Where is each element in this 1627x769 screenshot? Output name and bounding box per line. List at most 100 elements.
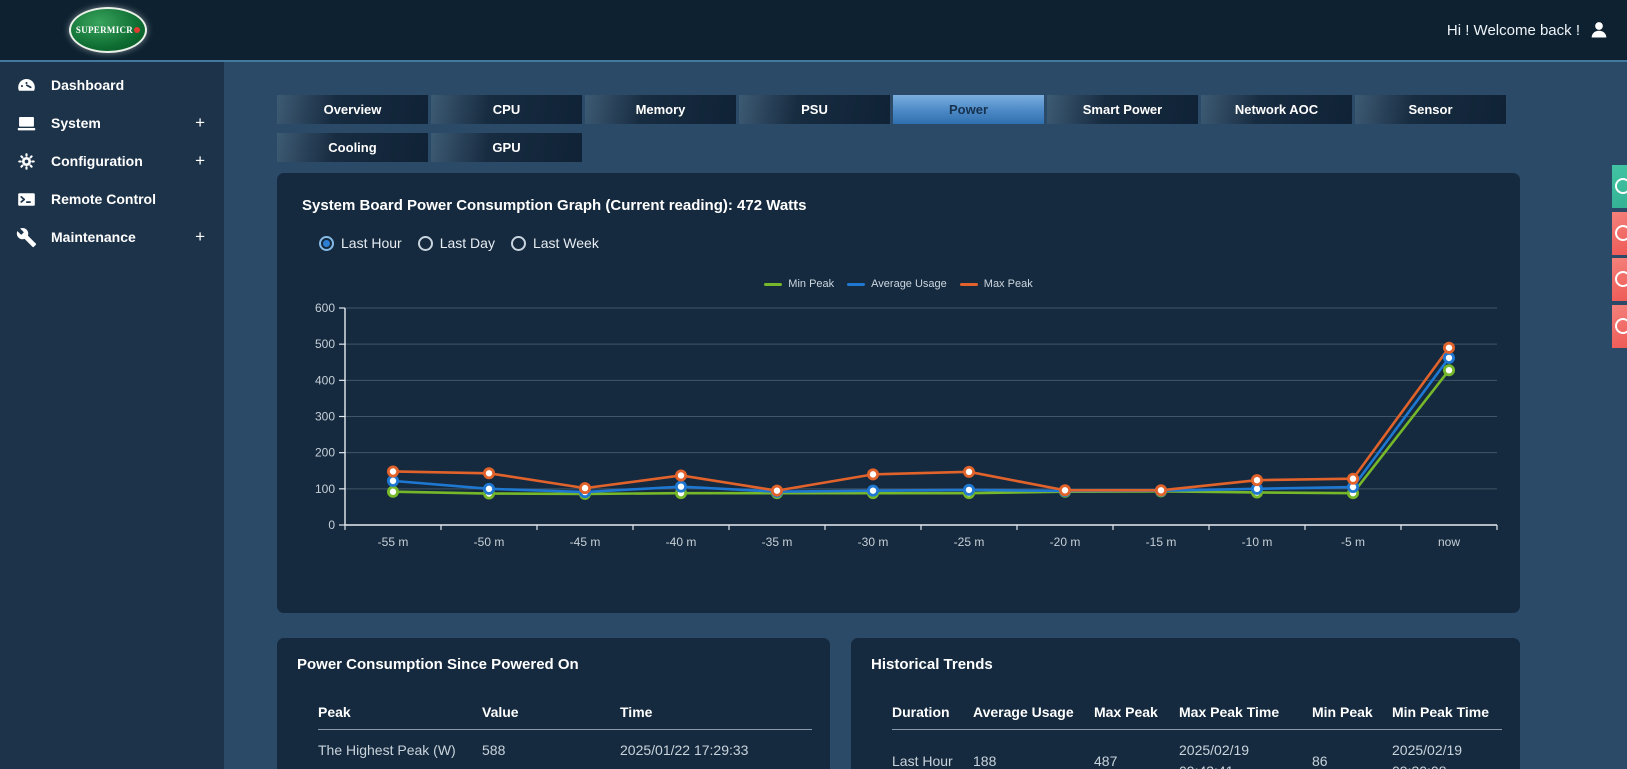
user-icon[interactable] xyxy=(1589,20,1609,40)
sidebar-item-system[interactable]: System + xyxy=(0,104,224,142)
time-range-radio-last-hour[interactable]: Last Hour xyxy=(319,235,402,251)
sidebar-item-label: Remote Control xyxy=(51,191,156,207)
side-action-3-button[interactable] xyxy=(1612,258,1627,301)
svg-text:-30 m: -30 m xyxy=(858,535,889,549)
main-content: Overview CPU Memory PSU Power Smart Power Netw… xyxy=(224,62,1627,769)
radio-label: Last Week xyxy=(532,235,599,251)
circle-icon xyxy=(1615,271,1627,287)
radio-icon[interactable] xyxy=(417,235,433,251)
expand-plus-icon[interactable]: + xyxy=(195,113,205,132)
tab-overview[interactable]: Overview xyxy=(277,95,428,124)
table-cell: 588 xyxy=(482,742,506,758)
table-row: The Highest Peak (W) 588 2025/01/22 17:29:… xyxy=(318,730,812,761)
time-range-radio-last-week[interactable]: Last Week xyxy=(510,235,599,251)
logo-red-dot xyxy=(134,27,141,33)
time-range-radio-last-day[interactable]: Last Day xyxy=(417,235,495,251)
svg-text:0: 0 xyxy=(328,518,335,532)
sidebar-item-configuration[interactable]: Configuration + xyxy=(0,142,224,180)
column-header: Max Peak Time xyxy=(1179,704,1280,720)
sidebar-item-label: Configuration xyxy=(51,153,143,169)
column-header: Peak xyxy=(318,704,351,720)
tab-power[interactable]: Power xyxy=(893,95,1044,124)
table-cell: The Highest Peak (W) xyxy=(318,742,456,758)
svg-text:-15 m: -15 m xyxy=(1146,535,1177,549)
legend-label: Average Usage xyxy=(871,278,947,290)
legend-swatch xyxy=(764,282,783,286)
expand-plus-icon[interactable]: + xyxy=(195,151,205,170)
terminal-icon xyxy=(16,189,40,210)
svg-text:-55 m: -55 m xyxy=(378,535,409,549)
sidebar: Dashboard System + Configuration + Remote Con… xyxy=(0,62,224,769)
table-cell: 188 xyxy=(973,752,997,769)
power-graph-title: System Board Power Consumption Graph (Cu… xyxy=(302,197,807,214)
svg-text:100: 100 xyxy=(315,482,335,496)
time-range-radio-group: Last Hour Last Day Last Week xyxy=(319,235,599,251)
table-cell: 487 xyxy=(1094,752,1118,769)
column-header: Max Peak xyxy=(1094,704,1158,720)
table-cell: 2025/01/22 17:29:33 xyxy=(620,742,749,758)
tab-sensor[interactable]: Sensor xyxy=(1355,95,1506,124)
sidebar-item-dashboard[interactable]: Dashboard xyxy=(0,66,224,104)
sidebar-item-remote-control[interactable]: Remote Control xyxy=(0,180,224,218)
legend-item-max-peak: Max Peak xyxy=(959,278,1033,290)
since-powered-on-title: Power Consumption Since Powered On xyxy=(297,656,579,673)
svg-text:200: 200 xyxy=(315,446,335,460)
tab-memory[interactable]: Memory xyxy=(585,95,736,124)
sidebar-item-label: System xyxy=(51,115,101,131)
expand-plus-icon[interactable]: + xyxy=(195,227,205,246)
chart-legend: Min Peak Average Usage Max Peak xyxy=(277,278,1520,290)
column-header: Average Usage xyxy=(973,704,1074,720)
svg-text:-45 m: -45 m xyxy=(570,535,601,549)
gauge-icon xyxy=(16,75,40,96)
column-header: Min Peak xyxy=(1312,704,1373,720)
svg-text:-5 m: -5 m xyxy=(1341,535,1365,549)
supermicro-logo[interactable]: SUPERMICR xyxy=(69,7,147,53)
svg-text:500: 500 xyxy=(315,337,335,351)
tab-cpu[interactable]: CPU xyxy=(431,95,582,124)
power-graph-panel: System Board Power Consumption Graph (Cu… xyxy=(277,173,1520,613)
legend-swatch xyxy=(847,282,866,286)
radio-label: Last Hour xyxy=(341,235,402,251)
side-action-1-button[interactable] xyxy=(1612,165,1627,208)
radio-icon[interactable] xyxy=(510,235,526,251)
column-header: Min Peak Time xyxy=(1392,704,1490,720)
sidebar-item-label: Dashboard xyxy=(51,77,125,93)
historical-trends-title: Historical Trends xyxy=(871,656,993,673)
gear-icon xyxy=(16,151,40,172)
legend-item-average-usage: Average Usage xyxy=(847,278,947,290)
table-cell: 86 xyxy=(1312,752,1328,769)
welcome-text: Hi ! Welcome back ! xyxy=(1446,21,1580,39)
svg-text:-20 m: -20 m xyxy=(1050,535,1081,549)
column-header: Time xyxy=(620,704,653,720)
tab-psu[interactable]: PSU xyxy=(739,95,890,124)
sidebar-item-maintenance[interactable]: Maintenance + xyxy=(0,218,224,256)
svg-text:now: now xyxy=(1438,535,1460,549)
circle-icon xyxy=(1615,318,1627,334)
tab-smart-power[interactable]: Smart Power xyxy=(1047,95,1198,124)
column-header: Value xyxy=(482,704,519,720)
welcome-area: Hi ! Welcome back ! xyxy=(1447,0,1609,60)
logo-text: SUPERMICR xyxy=(75,25,134,35)
table-cell: Last Hour xyxy=(892,752,953,769)
historical-trends-table: Duration Average Usage Max Peak Max Peak Ti… xyxy=(892,704,1502,769)
tab-cooling[interactable]: Cooling xyxy=(277,133,428,162)
circle-icon xyxy=(1615,225,1627,241)
column-header: Duration xyxy=(892,704,950,720)
side-action-2-button[interactable] xyxy=(1612,212,1627,255)
radio-label: Last Day xyxy=(439,235,495,251)
svg-text:400: 400 xyxy=(315,373,335,387)
tab-bar-row1: Overview CPU Memory PSU Power Smart Power Netw… xyxy=(277,95,1506,124)
historical-trends-panel: Historical Trends Duration Average Usage M… xyxy=(851,638,1520,769)
tab-network-aoc[interactable]: Network AOC xyxy=(1201,95,1352,124)
side-action-4-button[interactable] xyxy=(1612,305,1627,348)
svg-text:-25 m: -25 m xyxy=(954,535,985,549)
legend-label: Max Peak xyxy=(983,278,1033,290)
table-cell: 2025/02/1909:30:08 xyxy=(1392,742,1463,769)
svg-text:300: 300 xyxy=(315,410,335,424)
table-cell: 2025/02/1909:43:41 xyxy=(1179,742,1250,769)
legend-swatch xyxy=(959,282,978,286)
radio-icon[interactable] xyxy=(319,235,334,251)
tab-gpu[interactable]: GPU xyxy=(431,133,582,162)
legend-item-min-peak: Min Peak xyxy=(764,278,834,290)
sidebar-item-label: Maintenance xyxy=(51,229,136,245)
